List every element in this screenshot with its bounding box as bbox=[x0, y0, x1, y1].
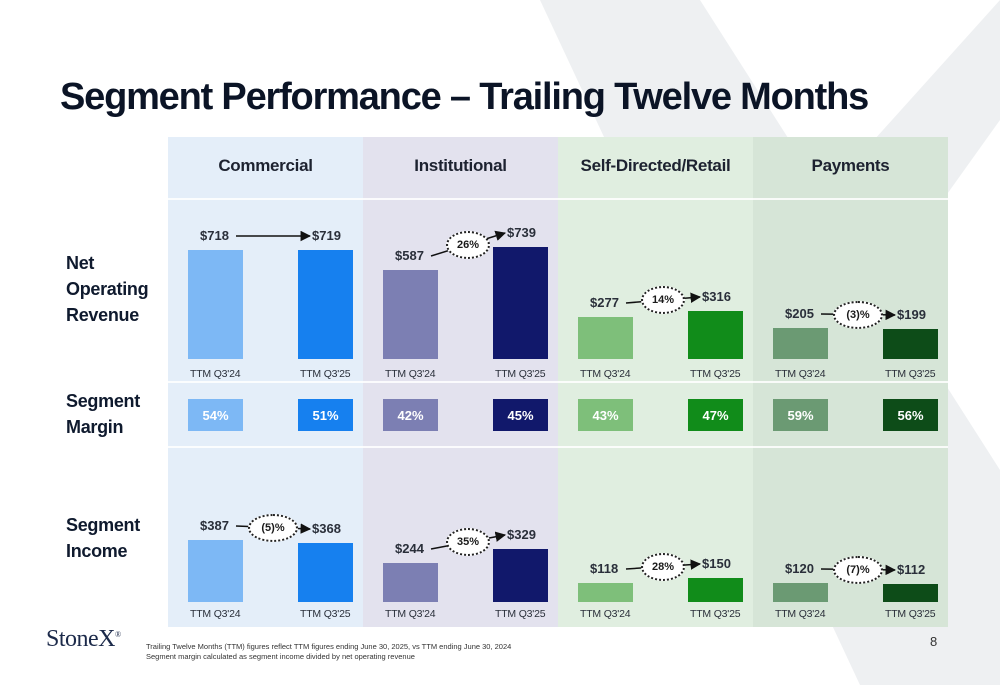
margin-box-self-directed-0: 43% bbox=[578, 399, 633, 431]
row-divider bbox=[753, 381, 948, 383]
revenue-period-label: TTM Q3'25 bbox=[495, 368, 546, 380]
margin-box-commercial-0: 54% bbox=[188, 399, 243, 431]
revenue-bar-self-directed-1 bbox=[688, 311, 743, 359]
revenue-period-label: TTM Q3'24 bbox=[190, 368, 241, 380]
row-divider bbox=[753, 446, 948, 448]
income-bar-commercial-1 bbox=[298, 543, 353, 602]
income-period-label: TTM Q3'25 bbox=[885, 608, 936, 620]
revenue-value-label: $587 bbox=[395, 248, 424, 263]
row-label-line: Income bbox=[66, 541, 128, 561]
revenue-period-label: TTM Q3'24 bbox=[580, 368, 631, 380]
revenue-bar-commercial-1 bbox=[298, 250, 353, 359]
income-period-label: TTM Q3'24 bbox=[385, 608, 436, 620]
logo-mark: ® bbox=[115, 630, 121, 639]
row-label-line: Margin bbox=[66, 417, 124, 437]
margin-box-self-directed-1: 47% bbox=[688, 399, 743, 431]
revenue-period-label: TTM Q3'25 bbox=[690, 368, 741, 380]
revenue-value-label: $718 bbox=[200, 228, 229, 243]
income-bar-institutional-1 bbox=[493, 549, 548, 602]
page-title: Segment Performance – Trailing Twelve Mo… bbox=[60, 76, 869, 118]
footnote-margin: Segment margin calculated as segment inc… bbox=[146, 652, 415, 661]
income-bar-self-directed-1 bbox=[688, 578, 743, 602]
income-bar-self-directed-0 bbox=[578, 583, 633, 602]
row-label-segment-income: Segment Income bbox=[66, 512, 140, 564]
revenue-value-label: $719 bbox=[312, 228, 341, 243]
revenue-period-label: TTM Q3'25 bbox=[885, 368, 936, 380]
row-divider bbox=[363, 198, 558, 200]
margin-box-payments-0: 59% bbox=[773, 399, 828, 431]
revenue-value-label: $316 bbox=[702, 289, 731, 304]
income-bar-payments-0 bbox=[773, 583, 828, 602]
logo-text: StoneX bbox=[46, 626, 116, 652]
row-divider bbox=[558, 198, 753, 200]
row-label-segment-margin: Segment Margin bbox=[66, 388, 140, 440]
revenue-value-label: $739 bbox=[507, 225, 536, 240]
row-divider bbox=[753, 198, 948, 200]
income-period-label: TTM Q3'25 bbox=[690, 608, 741, 620]
row-divider bbox=[168, 446, 363, 448]
income-change-bubble-institutional: 35% bbox=[446, 528, 490, 556]
income-change-bubble-payments: (7)% bbox=[833, 555, 883, 584]
revenue-bar-payments-0 bbox=[773, 328, 828, 359]
revenue-period-label: TTM Q3'24 bbox=[775, 368, 826, 380]
row-label-line: Operating bbox=[66, 279, 149, 299]
income-value-label: $120 bbox=[785, 561, 814, 576]
income-value-label: $368 bbox=[312, 521, 341, 536]
income-value-label: $112 bbox=[897, 562, 926, 577]
revenue-bar-self-directed-0 bbox=[578, 317, 633, 359]
income-change-bubble-self-directed: 28% bbox=[641, 552, 685, 581]
revenue-bar-commercial-0 bbox=[188, 250, 243, 359]
income-change-bubble-commercial: (5)% bbox=[248, 513, 298, 542]
footnote-ttm: Trailing Twelve Months (TTM) figures ref… bbox=[146, 642, 512, 651]
row-divider bbox=[558, 446, 753, 448]
column-header-payments: Payments bbox=[811, 156, 890, 175]
income-period-label: TTM Q3'24 bbox=[775, 608, 826, 620]
revenue-change-bubble-payments: (3)% bbox=[833, 300, 883, 329]
revenue-value-label: $199 bbox=[897, 307, 926, 322]
margin-box-payments-1: 56% bbox=[883, 399, 938, 431]
page-number: 8 bbox=[930, 634, 938, 649]
stonex-logo: StoneX® bbox=[46, 626, 121, 653]
row-label-line: Segment bbox=[66, 391, 140, 411]
revenue-period-label: TTM Q3'25 bbox=[300, 368, 351, 380]
income-period-label: TTM Q3'24 bbox=[580, 608, 631, 620]
row-divider bbox=[558, 381, 753, 383]
income-period-label: TTM Q3'25 bbox=[495, 608, 546, 620]
margin-box-institutional-1: 45% bbox=[493, 399, 548, 431]
column-header-self-directed: Self-Directed/Retail bbox=[580, 156, 731, 175]
column-header-commercial: Commercial bbox=[218, 156, 313, 175]
margin-box-commercial-1: 51% bbox=[298, 399, 353, 431]
income-bar-payments-1 bbox=[883, 584, 938, 602]
income-bar-institutional-0 bbox=[383, 563, 438, 602]
revenue-change-bubble-institutional: 26% bbox=[446, 230, 490, 259]
revenue-bar-payments-1 bbox=[883, 329, 938, 359]
row-label-line: Net bbox=[66, 253, 95, 273]
row-divider bbox=[363, 381, 558, 383]
row-label-line: Revenue bbox=[66, 305, 139, 325]
income-bar-commercial-0 bbox=[188, 540, 243, 602]
income-value-label: $244 bbox=[395, 541, 424, 556]
revenue-value-label: $277 bbox=[590, 295, 619, 310]
revenue-bar-institutional-0 bbox=[383, 270, 438, 359]
margin-box-institutional-0: 42% bbox=[383, 399, 438, 431]
column-header-institutional: Institutional bbox=[414, 156, 507, 175]
income-period-label: TTM Q3'24 bbox=[190, 608, 241, 620]
row-label-net-operating-revenue: Net Operating Revenue bbox=[66, 250, 149, 328]
row-divider bbox=[363, 446, 558, 448]
row-divider bbox=[168, 198, 363, 200]
revenue-bar-institutional-1 bbox=[493, 247, 548, 359]
income-period-label: TTM Q3'25 bbox=[300, 608, 351, 620]
row-divider bbox=[168, 381, 363, 383]
revenue-period-label: TTM Q3'24 bbox=[385, 368, 436, 380]
revenue-value-label: $205 bbox=[785, 306, 814, 321]
income-value-label: $329 bbox=[507, 527, 536, 542]
row-label-line: Segment bbox=[66, 515, 140, 535]
income-value-label: $118 bbox=[590, 561, 619, 576]
income-value-label: $387 bbox=[200, 518, 229, 533]
income-value-label: $150 bbox=[702, 556, 731, 571]
revenue-change-bubble-self-directed: 14% bbox=[641, 286, 685, 314]
